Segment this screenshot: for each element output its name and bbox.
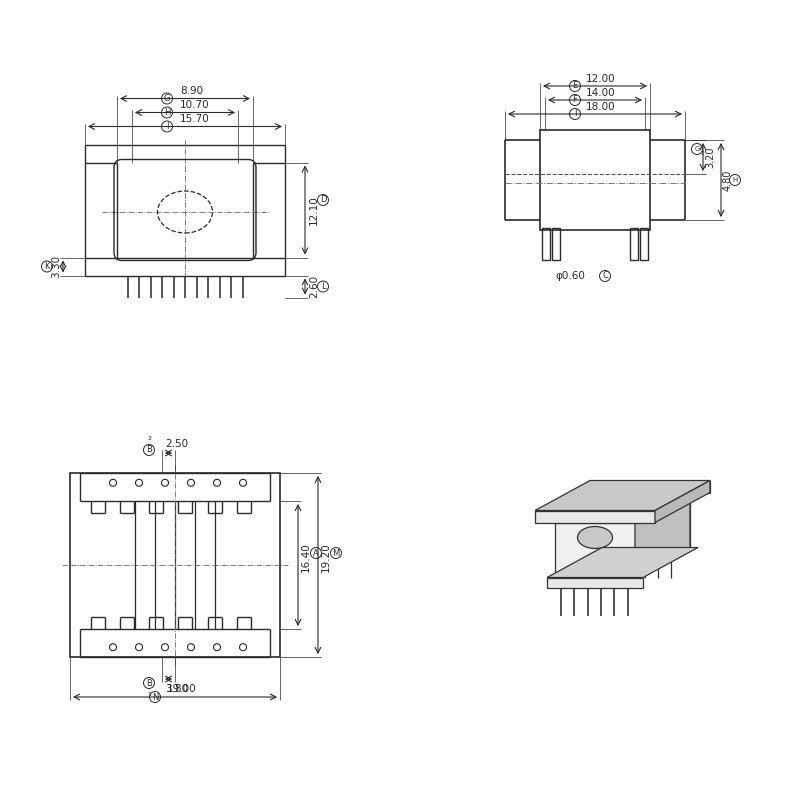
Text: 2.60: 2.60 xyxy=(309,275,319,298)
Bar xyxy=(630,228,638,260)
Polygon shape xyxy=(610,493,690,547)
Text: 19.20: 19.20 xyxy=(321,542,331,572)
Polygon shape xyxy=(547,578,643,587)
Text: 3.20: 3.20 xyxy=(705,146,715,168)
Text: 2.50: 2.50 xyxy=(165,439,188,449)
Text: I: I xyxy=(166,122,168,131)
Text: 8.90: 8.90 xyxy=(180,86,203,97)
Text: 19.00: 19.00 xyxy=(167,684,197,694)
Text: B: B xyxy=(146,446,152,454)
Text: L: L xyxy=(321,282,326,291)
Polygon shape xyxy=(547,547,698,578)
Text: B: B xyxy=(146,678,152,687)
Bar xyxy=(70,473,280,657)
Text: M: M xyxy=(332,549,340,558)
Text: 1: 1 xyxy=(147,691,151,697)
Text: 18.00: 18.00 xyxy=(586,102,616,112)
Bar xyxy=(640,228,648,260)
Text: 14.00: 14.00 xyxy=(586,88,616,98)
Bar xyxy=(540,130,650,230)
Text: 12.00: 12.00 xyxy=(586,74,616,84)
Text: C: C xyxy=(602,271,608,281)
Text: φ0.60: φ0.60 xyxy=(555,271,585,281)
Text: 16.40: 16.40 xyxy=(301,542,311,572)
Text: N: N xyxy=(152,693,158,702)
Polygon shape xyxy=(555,493,690,522)
Text: F: F xyxy=(573,95,578,105)
Text: G: G xyxy=(164,94,170,103)
Text: K: K xyxy=(44,262,50,271)
Polygon shape xyxy=(635,493,690,578)
Text: I: I xyxy=(574,110,576,118)
Text: 2: 2 xyxy=(701,151,705,156)
Text: 3.80: 3.80 xyxy=(165,684,188,694)
Text: 12.10: 12.10 xyxy=(309,195,319,225)
Ellipse shape xyxy=(578,526,613,549)
Text: D: D xyxy=(320,195,326,205)
Bar xyxy=(552,228,560,260)
Polygon shape xyxy=(655,481,710,522)
Text: 2: 2 xyxy=(147,437,151,442)
Polygon shape xyxy=(555,522,635,578)
Text: 4.80: 4.80 xyxy=(723,170,733,190)
Text: H: H xyxy=(732,177,738,183)
Polygon shape xyxy=(535,481,710,510)
Text: G: G xyxy=(694,146,700,152)
Text: 10.70: 10.70 xyxy=(180,101,210,110)
Text: A: A xyxy=(313,549,319,558)
Bar xyxy=(542,228,550,260)
Polygon shape xyxy=(590,481,710,493)
Text: 3.30: 3.30 xyxy=(51,255,61,278)
Text: H: H xyxy=(164,108,170,117)
Text: E: E xyxy=(572,82,578,90)
Polygon shape xyxy=(535,510,655,522)
Text: 15.70: 15.70 xyxy=(180,114,210,125)
